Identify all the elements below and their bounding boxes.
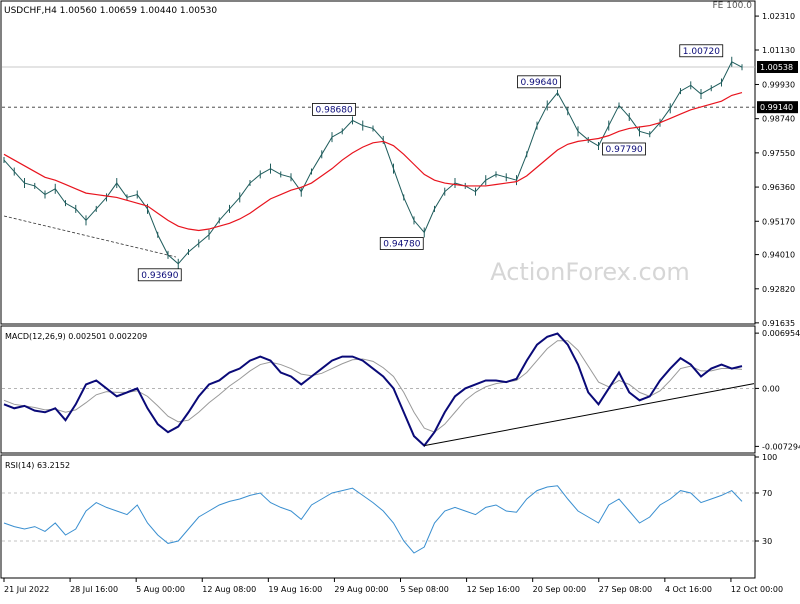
x-tick-label: 20 Sep 00:00 — [533, 585, 586, 594]
annotation-box — [312, 102, 356, 116]
rsi-tick-label: 70 — [762, 489, 772, 498]
macd-tick-label: -0.007294 — [762, 442, 800, 451]
annotation-box — [137, 268, 182, 282]
annotation-label: 0.94780 — [383, 239, 420, 249]
moving-average-line — [3, 91, 743, 232]
macd-panel-frame — [0, 325, 756, 454]
annotation-label: 1.00720 — [683, 47, 720, 57]
price-tick-label: 0.98740 — [762, 115, 795, 124]
x-tick-label: 28 Jul 16:00 — [70, 585, 118, 594]
annotation-box — [517, 75, 561, 89]
current-price-box — [757, 61, 798, 74]
x-tick-label: 12 Aug 08:00 — [202, 585, 256, 594]
x-tick-label: 5 Sep 08:00 — [401, 585, 449, 594]
x-tick-label: 4 Oct 16:00 — [665, 585, 712, 594]
price-tick-label: 0.95170 — [762, 217, 795, 226]
level-price-box — [757, 101, 798, 114]
annotation-label: 0.93690 — [141, 271, 178, 281]
price-tick-label: 0.94010 — [762, 251, 795, 260]
level-price-label: 0.99140 — [760, 103, 793, 112]
price-tick-label: 0.91635 — [762, 319, 795, 328]
current-price-label: 1.00538 — [760, 63, 793, 72]
watermark-text: ActionForex.com — [490, 258, 690, 286]
symbol-header: USDCHF,H4 1.00560 1.00659 1.00440 1.0053… — [4, 6, 217, 16]
x-tick-label: 27 Sep 08:00 — [599, 585, 652, 594]
rsi-line — [3, 485, 743, 554]
price-tick-label: 0.97550 — [762, 149, 795, 158]
x-tick-label: 5 Aug 00:00 — [136, 585, 185, 594]
x-tick-label: 12 Sep 16:00 — [467, 585, 520, 594]
annotation-label: 0.97790 — [606, 145, 643, 155]
price-tick-label: 1.01130 — [762, 46, 795, 55]
annotation-label: 0.99640 — [521, 78, 558, 88]
x-tick-label: 19 Aug 16:00 — [268, 585, 322, 594]
price-tick-label: 1.02310 — [762, 12, 795, 21]
fe-label: FE 100.0 — [713, 1, 753, 11]
macd-line — [3, 332, 743, 448]
macd-trendline — [424, 383, 755, 447]
macd-title: MACD(12,26,9) 0.002501 0.002209 — [5, 332, 147, 341]
support-trendline — [3, 215, 177, 258]
rsi-tick-label: 100 — [762, 453, 777, 462]
x-tick-label: 29 Aug 00:00 — [334, 585, 388, 594]
price-panel-frame — [0, 0, 756, 325]
annotation-box — [679, 44, 724, 58]
price-tick-label: 0.92820 — [762, 285, 795, 294]
macd-tick-label: 0.00 — [762, 384, 780, 393]
price-series-line — [3, 61, 743, 265]
rsi-title: RSI(14) 63.2152 — [5, 461, 70, 470]
annotation-label: 0.98680 — [316, 105, 353, 115]
x-tick-label: 21 Jul 2022 — [4, 585, 49, 594]
annotation-box — [602, 142, 646, 156]
annotation-box — [379, 237, 424, 250]
rsi-panel-frame — [0, 454, 756, 579]
price-tick-label: 0.99930 — [762, 80, 795, 89]
price-tick-label: 0.96360 — [762, 183, 795, 192]
x-tick-label: 12 Oct 00:00 — [731, 585, 783, 594]
macd-tick-label: 0.006954 — [762, 329, 800, 338]
rsi-tick-label: 30 — [762, 537, 772, 546]
